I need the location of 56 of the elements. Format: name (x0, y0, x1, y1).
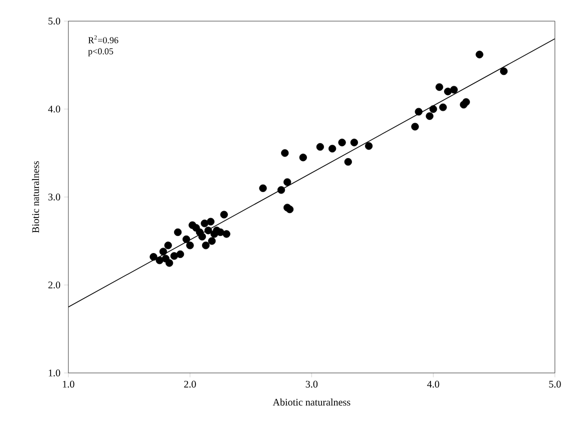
point (299, 154, 307, 162)
x-tick-label: 5.0 (549, 380, 561, 388)
point (216, 228, 224, 236)
x-tick-label: 4.0 (427, 380, 440, 388)
point (281, 149, 289, 157)
point (150, 252, 158, 261)
y-axis-title: Biotic naturalness (32, 161, 40, 233)
point (176, 250, 184, 258)
point (450, 86, 458, 94)
point (222, 230, 230, 238)
x-axis-title: Abiotic naturalness (272, 398, 350, 406)
x-tick-label: 2.0 (184, 380, 196, 388)
y-tick-label: 3.0 (48, 193, 60, 200)
point (439, 103, 447, 111)
point (164, 241, 172, 250)
point (166, 259, 174, 267)
x-tick-label: 1.0 (62, 380, 74, 388)
point (462, 98, 470, 106)
y-tick-label: 4.0 (48, 106, 60, 112)
point (344, 158, 352, 166)
point (286, 205, 294, 214)
point (198, 232, 206, 240)
y-tick-label: 1.0 (48, 369, 60, 376)
point (182, 235, 190, 243)
annotation: R$^{2}$=0.96 (88, 35, 118, 44)
y-tick-label: 5.0 (48, 18, 60, 24)
point (206, 218, 214, 226)
point (159, 248, 168, 256)
point (259, 184, 267, 192)
point (429, 105, 438, 113)
point (204, 226, 212, 234)
point (328, 144, 336, 152)
point (200, 219, 208, 228)
point (500, 67, 508, 75)
point (174, 228, 182, 236)
point (170, 252, 178, 260)
point (350, 138, 358, 146)
point (476, 50, 484, 58)
point (277, 186, 286, 194)
x-tick-label: 3.0 (306, 380, 318, 388)
point (364, 142, 373, 150)
point (220, 210, 228, 218)
point (316, 142, 324, 151)
point (208, 237, 216, 245)
point (414, 108, 422, 116)
annotation: p<0.05 (88, 48, 114, 56)
point (338, 138, 346, 146)
point (436, 83, 444, 91)
point (444, 88, 452, 96)
point (426, 112, 434, 120)
point (202, 241, 210, 250)
point (283, 178, 292, 186)
point (156, 256, 164, 264)
point (186, 241, 194, 250)
y-tick-label: 2.0 (48, 281, 60, 288)
point (411, 122, 419, 130)
